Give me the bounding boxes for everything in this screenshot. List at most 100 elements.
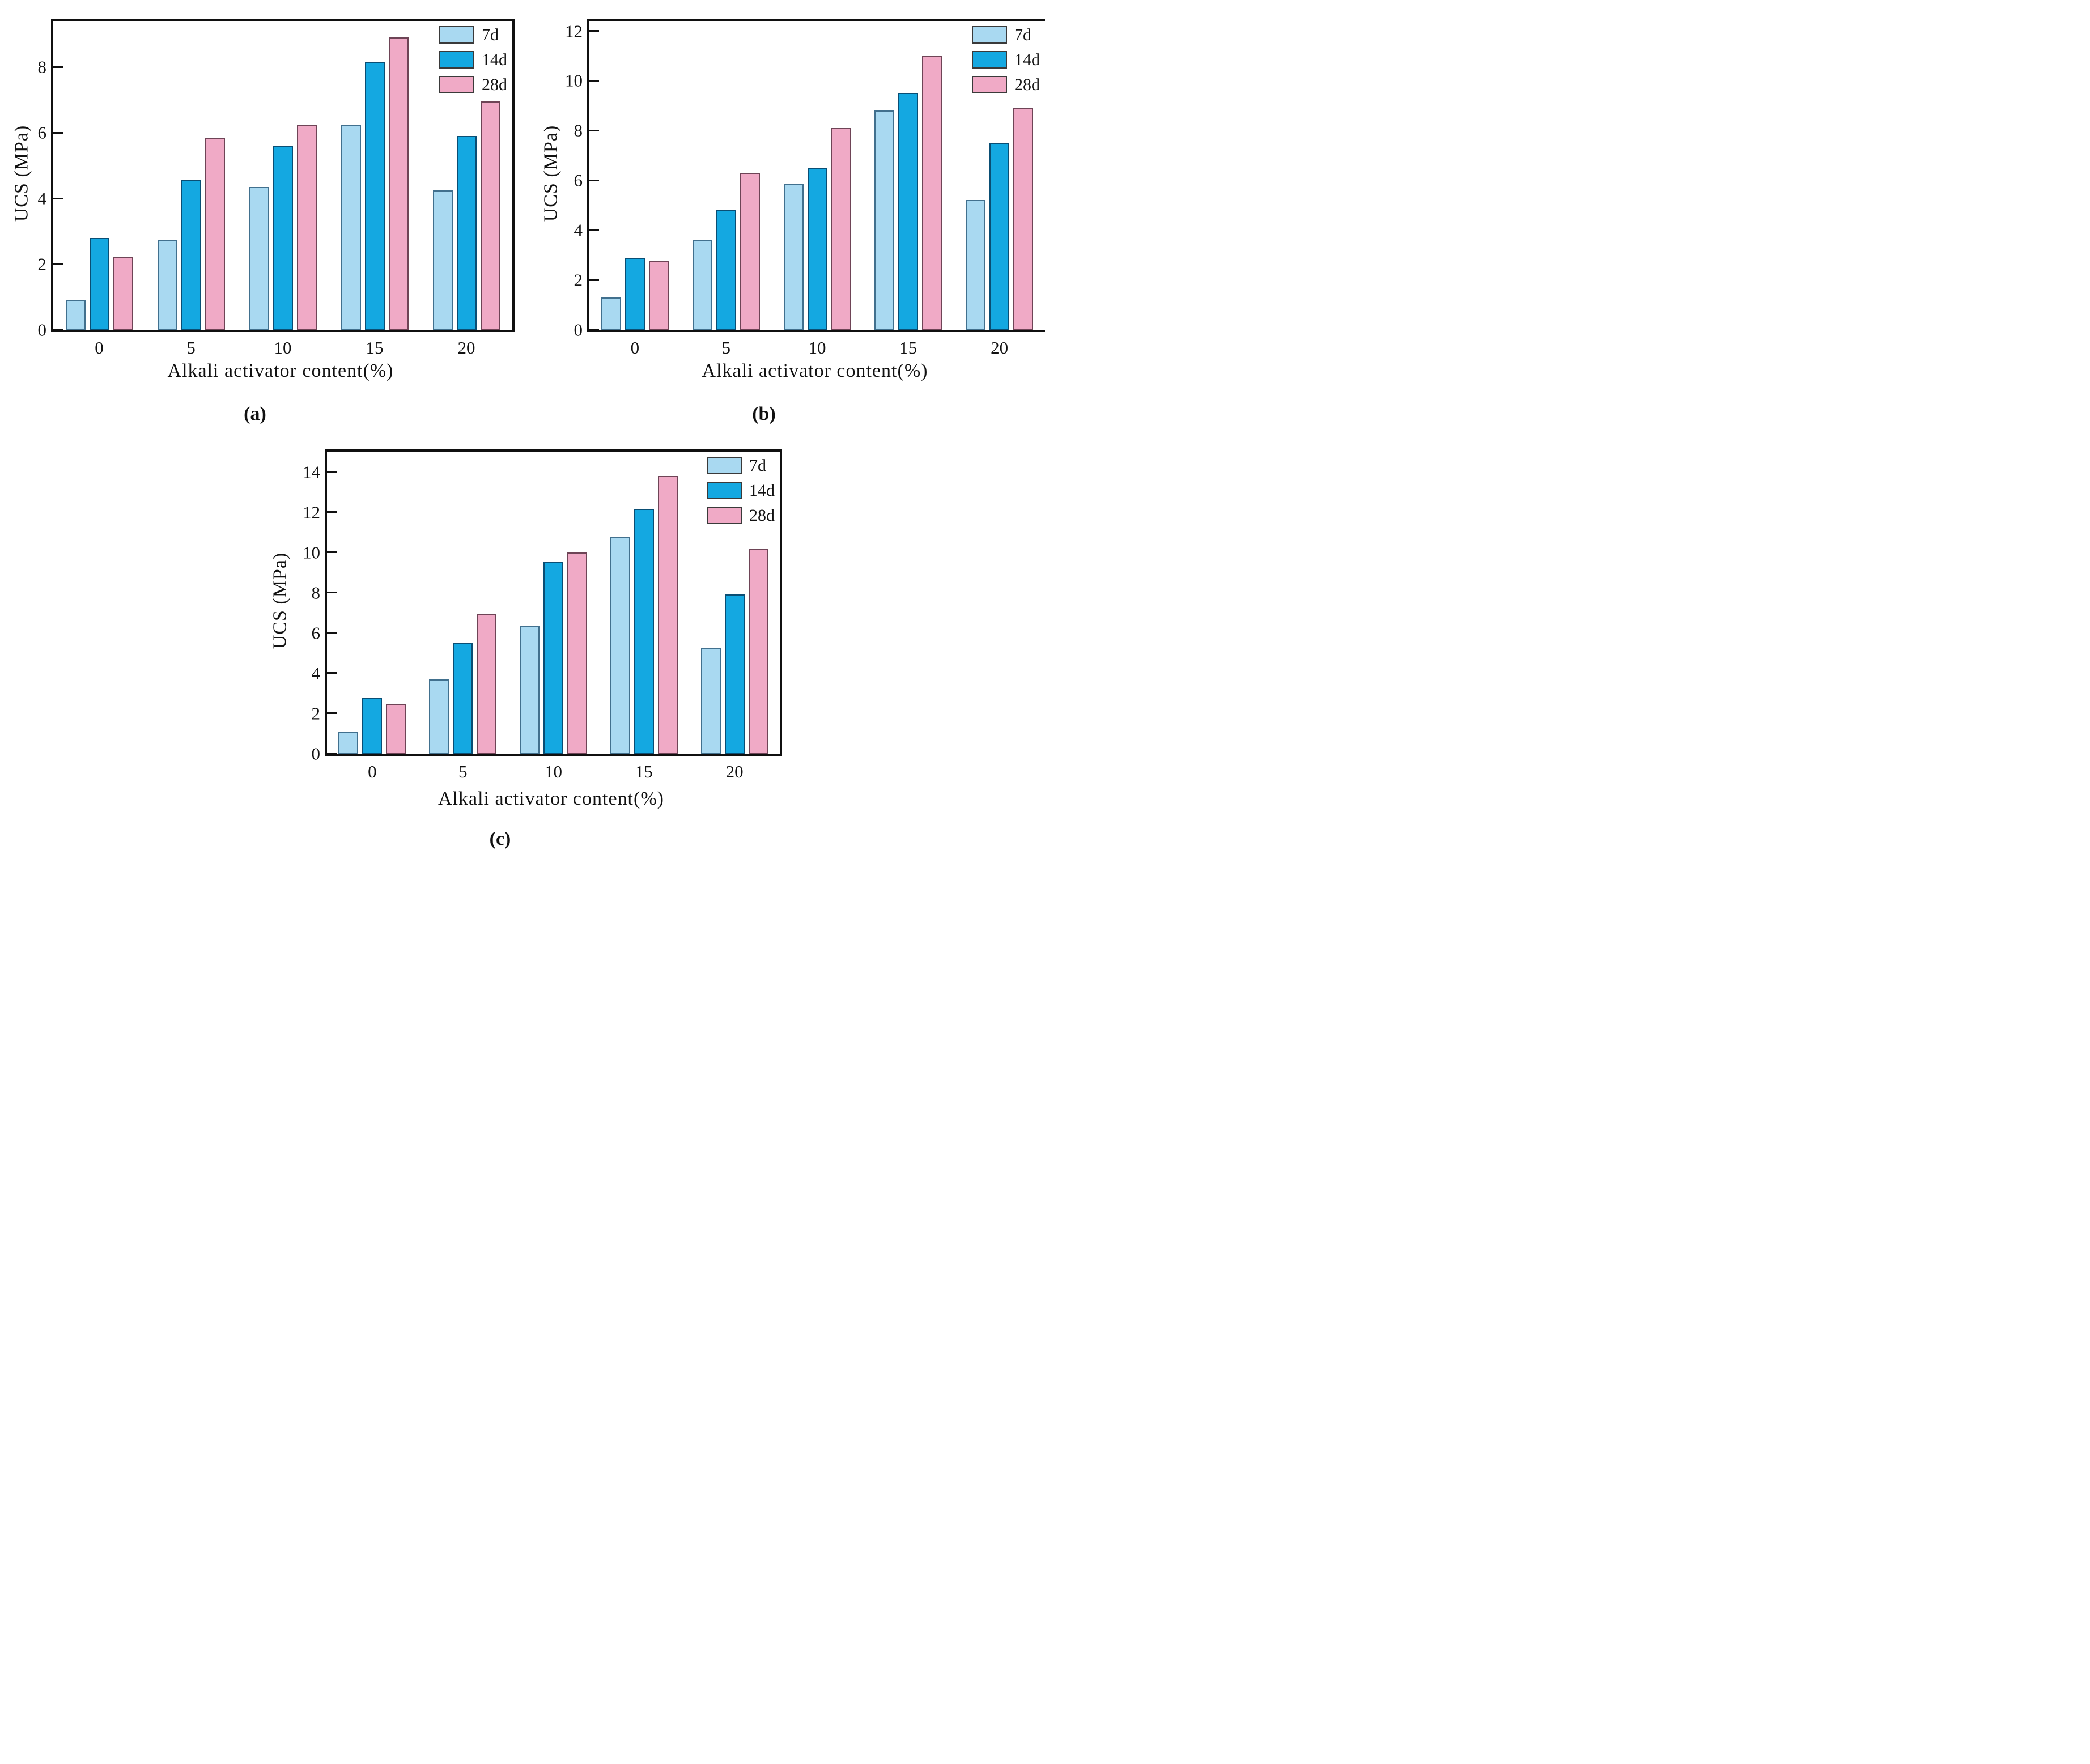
y-tick-label: 0 bbox=[37, 320, 47, 340]
panel-caption-b: (b) bbox=[752, 403, 776, 424]
bar-14d-10pct bbox=[273, 146, 293, 330]
y-tick-label: 10 bbox=[303, 542, 320, 563]
y-tick-mark bbox=[327, 632, 337, 634]
x-tick-label: 0 bbox=[368, 762, 377, 781]
legend-swatch-14d bbox=[707, 482, 742, 499]
bar-28d-20pct bbox=[1013, 108, 1034, 330]
legend-swatch-7d bbox=[707, 457, 742, 474]
plot-area-b: 0 2 4 6 8 10 12 0 5 10 15 20 7d 14d 28d bbox=[565, 19, 1045, 356]
y-tick-mark bbox=[327, 511, 337, 513]
y-tick-label: 6 bbox=[574, 170, 583, 190]
y-tick-mark bbox=[589, 279, 599, 281]
bar-7d-0pct bbox=[338, 731, 359, 754]
y-tick-mark bbox=[327, 672, 337, 674]
x-tick-label: 10 bbox=[808, 338, 826, 358]
legend-swatch-14d bbox=[439, 51, 474, 69]
plot-area-c: 0 2 4 6 8 10 12 14 0 5 10 15 20 7d 14d 28d bbox=[303, 449, 782, 780]
y-tick-mark bbox=[53, 66, 63, 68]
bar-14d-20pct bbox=[989, 143, 1010, 330]
y-tick-label: 14 bbox=[303, 462, 320, 482]
y-tick-label: 12 bbox=[565, 21, 583, 41]
x-tick-label: 15 bbox=[635, 762, 653, 781]
bar-14d-10pct bbox=[807, 168, 827, 330]
legend-row-14d: 14d bbox=[707, 482, 775, 499]
y-tick-label: 2 bbox=[37, 254, 47, 274]
y-tick-label: 8 bbox=[37, 57, 47, 77]
bar-7d-5pct bbox=[692, 240, 712, 330]
legend-row-28d: 28d bbox=[707, 507, 775, 524]
x-tick-label: 15 bbox=[899, 338, 917, 358]
y-tick-label: 8 bbox=[574, 120, 583, 141]
bar-28d-15pct bbox=[388, 37, 409, 330]
legend-label-28d: 28d bbox=[749, 505, 775, 525]
legend-row-7d: 7d bbox=[707, 457, 775, 474]
y-tick-mark bbox=[327, 753, 337, 755]
bar-28d-10pct bbox=[831, 128, 851, 330]
x-tick-label: 0 bbox=[630, 338, 640, 358]
legend-swatch-7d bbox=[439, 26, 474, 44]
bar-14d-5pct bbox=[716, 210, 736, 330]
y-tick-mark bbox=[53, 131, 63, 134]
bar-14d-10pct bbox=[543, 562, 563, 754]
x-tick-label: 0 bbox=[95, 338, 104, 358]
bar-14d-20pct bbox=[724, 594, 745, 754]
x-axis-title-b: Alkali activator content(%) bbox=[702, 360, 928, 381]
y-tick-label: 4 bbox=[574, 220, 583, 240]
panel-caption-a: (a) bbox=[244, 403, 266, 424]
bar-7d-0pct bbox=[601, 297, 621, 330]
y-tick-mark bbox=[327, 712, 337, 715]
y-tick-mark bbox=[53, 329, 63, 331]
bar-28d-20pct bbox=[480, 101, 500, 330]
legend-swatch-28d bbox=[972, 76, 1007, 93]
bar-14d-20pct bbox=[456, 135, 477, 330]
y-tick-mark bbox=[589, 229, 599, 231]
y-tick-mark bbox=[589, 30, 599, 32]
x-tick-label: 5 bbox=[458, 762, 468, 781]
y-tick-mark bbox=[589, 79, 599, 82]
legend-row-14d: 14d bbox=[439, 51, 507, 69]
bar-7d-10pct bbox=[520, 626, 540, 754]
bar-28d-0pct bbox=[648, 261, 669, 330]
x-tick-label: 5 bbox=[721, 338, 730, 358]
bar-7d-20pct bbox=[966, 200, 986, 330]
legend: 7d 14d 28d bbox=[439, 26, 507, 101]
x-axis-title-a: Alkali activator content(%) bbox=[167, 360, 394, 381]
x-tick-label: 5 bbox=[186, 338, 196, 358]
legend-label-14d: 14d bbox=[749, 481, 775, 500]
bar-28d-20pct bbox=[748, 548, 768, 754]
legend-label-28d: 28d bbox=[1014, 75, 1040, 94]
legend-row-7d: 7d bbox=[972, 26, 1040, 44]
bar-14d-5pct bbox=[453, 643, 473, 754]
bar-14d-15pct bbox=[634, 509, 654, 754]
x-tick-label: 20 bbox=[991, 338, 1009, 358]
y-tick-mark bbox=[53, 263, 63, 265]
bar-7d-15pct bbox=[341, 124, 361, 330]
bar-28d-5pct bbox=[477, 614, 497, 754]
bar-14d-15pct bbox=[364, 62, 385, 330]
bar-28d-5pct bbox=[740, 173, 760, 330]
legend-swatch-28d bbox=[707, 507, 742, 524]
legend-swatch-7d bbox=[972, 26, 1007, 44]
bar-7d-20pct bbox=[700, 648, 721, 754]
y-tick-mark bbox=[589, 129, 599, 131]
bar-28d-15pct bbox=[922, 56, 942, 330]
y-tick-label: 2 bbox=[311, 703, 321, 724]
legend-label-7d: 7d bbox=[749, 456, 766, 475]
y-tick-label: 4 bbox=[37, 188, 47, 209]
y-tick-label: 4 bbox=[311, 663, 321, 683]
bar-7d-5pct bbox=[157, 239, 177, 330]
x-tick-label: 20 bbox=[457, 338, 475, 358]
bar-7d-20pct bbox=[432, 190, 453, 330]
bar-28d-5pct bbox=[205, 137, 225, 330]
legend-label-7d: 7d bbox=[482, 25, 499, 44]
y-tick-label: 6 bbox=[311, 623, 321, 643]
y-tick-label: 2 bbox=[574, 270, 583, 290]
bar-14d-5pct bbox=[181, 180, 201, 330]
bar-7d-0pct bbox=[65, 300, 86, 330]
legend: 7d 14d 28d bbox=[972, 26, 1040, 101]
figure-three-bar-charts: UCS (MPa) 0 2 4 6 8 0 5 10 15 20 7d 14d 28d Alkali a… bbox=[0, 0, 1045, 882]
x-tick-label: 15 bbox=[366, 338, 384, 358]
y-tick-mark bbox=[589, 329, 599, 331]
panel-caption-c: (c) bbox=[489, 828, 511, 849]
bar-28d-10pct bbox=[296, 124, 317, 330]
